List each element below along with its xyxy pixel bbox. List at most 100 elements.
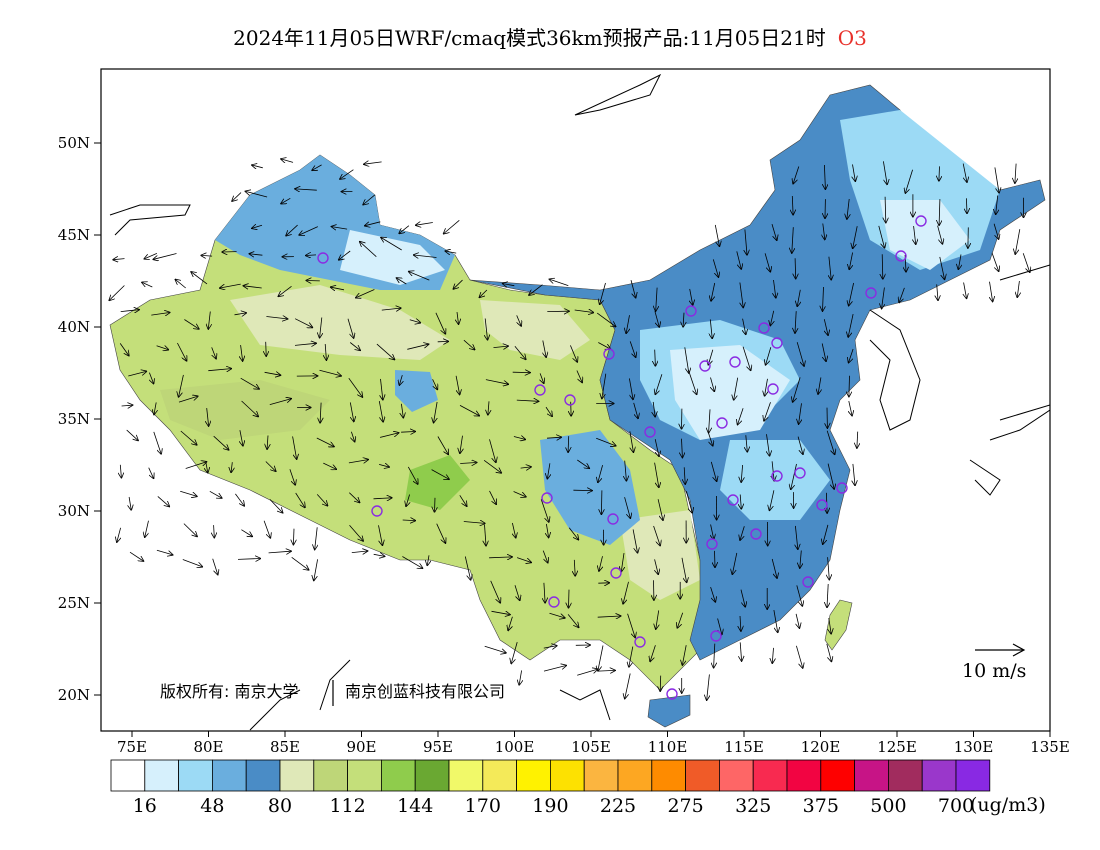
- station-marker: [371, 505, 383, 517]
- wind-vector: [629, 646, 634, 667]
- station-marker: [727, 494, 739, 506]
- wind-vector: [797, 289, 800, 306]
- wind-vector: [823, 319, 828, 335]
- wind-vector: [905, 169, 913, 193]
- wind-vector: [128, 371, 146, 377]
- wind-field: [109, 159, 1029, 700]
- wind-vector: [268, 551, 291, 553]
- wind-vector: [240, 430, 243, 445]
- wind-vector: [823, 223, 825, 240]
- station-marker: [816, 499, 828, 511]
- wind-vector: [295, 492, 305, 507]
- station-marker: [729, 356, 741, 368]
- wind-vector: [826, 643, 832, 662]
- wind-vector: [740, 642, 741, 660]
- wind-vector: [682, 438, 683, 458]
- lat-tick-label: 35N: [58, 410, 90, 428]
- wind-vector: [765, 378, 768, 396]
- colorbar-swatch: [448, 759, 484, 792]
- wind-vector: [543, 340, 546, 358]
- wind-vector: [349, 402, 354, 421]
- lat-tick-label: 50N: [58, 134, 90, 152]
- wind-vector: [484, 645, 506, 653]
- wind-vector: [365, 221, 381, 226]
- wind-vector: [774, 279, 776, 298]
- wind-vector: [682, 645, 687, 665]
- wind-vector: [213, 435, 229, 450]
- wind-vector: [629, 431, 634, 452]
- wind-vector: [340, 169, 354, 179]
- wind-vector: [351, 551, 368, 553]
- station-marker: [915, 215, 927, 227]
- wind-vector: [120, 310, 139, 312]
- wind-vector: [677, 612, 684, 628]
- colorbar-label: 144: [397, 795, 433, 817]
- green-dark-dots: [405, 455, 470, 510]
- wind-vector: [899, 287, 905, 302]
- wind-vector: [376, 343, 394, 359]
- wind-vector: [544, 582, 545, 603]
- wind-vector: [849, 348, 854, 362]
- colorbar-swatch: [482, 759, 517, 792]
- colorbar-swatch: [347, 759, 382, 792]
- wind-vector: [796, 645, 802, 668]
- wind-vector: [401, 403, 403, 418]
- colorbar-label: 275: [667, 795, 703, 817]
- wind-vector: [849, 375, 850, 397]
- wind-vector: [316, 494, 327, 505]
- wind-vector: [416, 223, 433, 226]
- wind-vector: [964, 282, 967, 299]
- wind-vector: [849, 282, 854, 305]
- wind-vector: [379, 433, 398, 438]
- lon-tick-label: 120E: [801, 738, 841, 756]
- wind-vector: [847, 198, 849, 219]
- wind-vector: [246, 191, 268, 198]
- wind-vector: [939, 166, 940, 180]
- wind-vector: [316, 437, 334, 447]
- wind-vector: [206, 461, 208, 473]
- wind-vector: [656, 287, 657, 311]
- wind-vector: [939, 256, 945, 279]
- wind-vector: [156, 549, 173, 555]
- wind-vector: [399, 225, 410, 234]
- wind-vector: [431, 469, 449, 480]
- colorbar-swatch: [414, 759, 450, 792]
- wind-vector: [630, 279, 636, 297]
- wind-vector: [734, 377, 739, 400]
- wind-vector: [264, 372, 281, 375]
- wind-vector: [520, 467, 531, 468]
- colorbar-swatch: [178, 759, 213, 792]
- wind-vector: [320, 402, 321, 423]
- wind-vector: [799, 403, 802, 424]
- wind-vector: [766, 347, 772, 365]
- coastline-northwest: [109, 204, 191, 236]
- wind-vector: [767, 434, 770, 455]
- colorbar-swatch: [651, 759, 686, 792]
- wind-vector: [234, 313, 247, 315]
- wind-vector: [707, 431, 713, 446]
- wind-vector: [601, 490, 602, 514]
- wind-vector: [320, 317, 322, 338]
- wind-vector: [279, 285, 292, 296]
- wind-vector: [655, 349, 656, 366]
- wind-vector: [738, 408, 744, 424]
- wind-vector: [771, 558, 777, 578]
- station-marker: [564, 394, 576, 406]
- wind-vector: [655, 374, 663, 394]
- station-marker: [771, 470, 783, 482]
- wind-vector: [574, 310, 594, 313]
- wind-vector: [488, 401, 489, 414]
- map-title: 2024年11月05日WRF/cmaq模式36km预报产品:11月05日21时 O…: [0, 22, 1100, 51]
- wind-vector: [597, 670, 615, 671]
- wind-vector: [576, 370, 582, 383]
- wind-vector: [742, 346, 751, 371]
- wind-vector: [797, 436, 803, 455]
- coastline-russia: [574, 73, 1050, 281]
- wind-vector: [406, 494, 410, 507]
- wind-vector: [577, 669, 597, 676]
- wind-vector: [882, 254, 883, 278]
- northwest-light-patch: [340, 230, 445, 285]
- wind-vector: [629, 378, 633, 399]
- colorbar-label: 170: [465, 795, 501, 817]
- wind-vector: [208, 369, 231, 371]
